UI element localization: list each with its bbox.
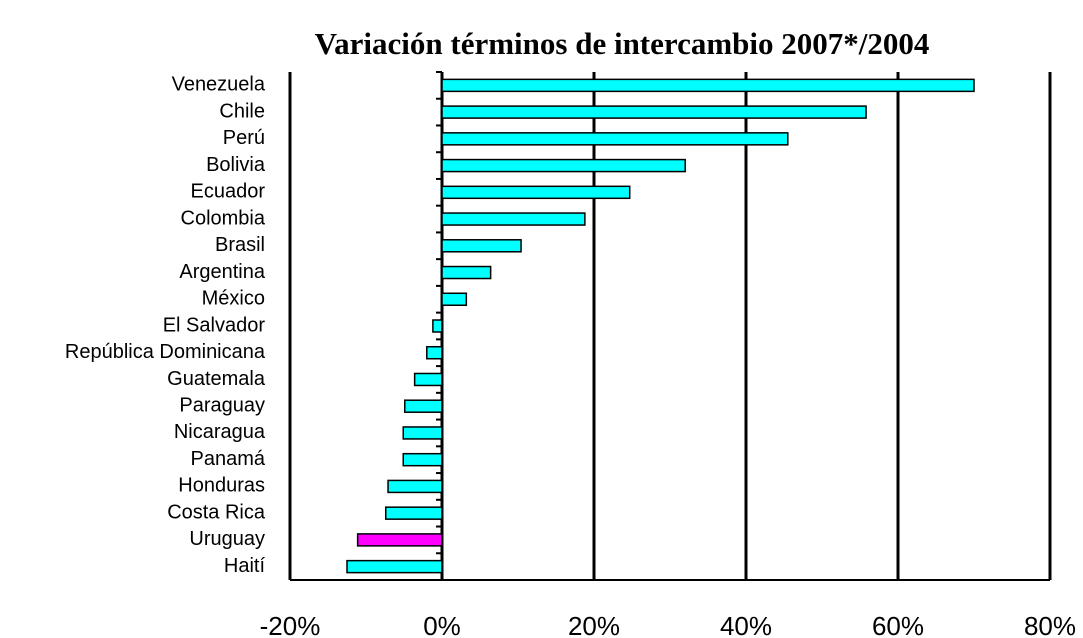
y-tick-label: Argentina bbox=[179, 261, 265, 283]
y-tick-label: Costa Rica bbox=[167, 501, 266, 523]
x-tick-label: 0% bbox=[423, 611, 461, 638]
bar bbox=[441, 185, 631, 200]
y-tick-label: Venezuela bbox=[172, 74, 266, 96]
y-tick-label: México bbox=[202, 288, 265, 310]
x-tick-label: -20% bbox=[260, 611, 321, 638]
bar bbox=[385, 506, 443, 520]
bar bbox=[346, 559, 443, 574]
bar bbox=[441, 132, 789, 146]
y-tick-label: Chile bbox=[219, 100, 265, 122]
y-tick-label: Brasil bbox=[215, 234, 265, 256]
bar bbox=[441, 212, 586, 226]
bar bbox=[387, 479, 443, 494]
y-tick-label: Paraguay bbox=[179, 394, 265, 416]
y-tick-label: Bolivia bbox=[206, 154, 266, 176]
bar bbox=[413, 372, 443, 387]
y-tick-label: Perú bbox=[223, 127, 265, 149]
y-tick-label: Uruguay bbox=[189, 528, 265, 550]
bar bbox=[441, 105, 867, 119]
bar bbox=[426, 345, 443, 360]
x-tick-label: 40% bbox=[720, 611, 772, 638]
x-tick-label: 80% bbox=[1024, 611, 1076, 638]
chart-title: Variación términos de intercambio 2007*/… bbox=[315, 26, 930, 61]
bar bbox=[441, 239, 522, 253]
y-tick-label: El Salvador bbox=[163, 314, 266, 336]
bar bbox=[356, 533, 443, 547]
bar bbox=[441, 78, 975, 93]
bar bbox=[402, 426, 443, 440]
x-tick-label: 60% bbox=[872, 611, 924, 638]
y-tick-label: Guatemala bbox=[167, 368, 266, 390]
y-tick-label: Ecuador bbox=[191, 181, 266, 203]
bar bbox=[432, 319, 443, 333]
y-tick-label: Haití bbox=[224, 555, 266, 577]
y-tick-label: Panamá bbox=[191, 448, 266, 470]
y-tick-label: Nicaragua bbox=[174, 421, 266, 443]
bar bbox=[441, 265, 492, 280]
y-tick-label: Colombia bbox=[181, 207, 266, 229]
y-tick-label: Honduras bbox=[178, 475, 265, 497]
x-tick-label: 20% bbox=[568, 611, 620, 638]
bar bbox=[441, 292, 468, 307]
y-tick-label: República Dominicana bbox=[65, 341, 266, 363]
bar bbox=[404, 399, 443, 413]
bar bbox=[402, 452, 443, 467]
bar bbox=[441, 158, 686, 173]
